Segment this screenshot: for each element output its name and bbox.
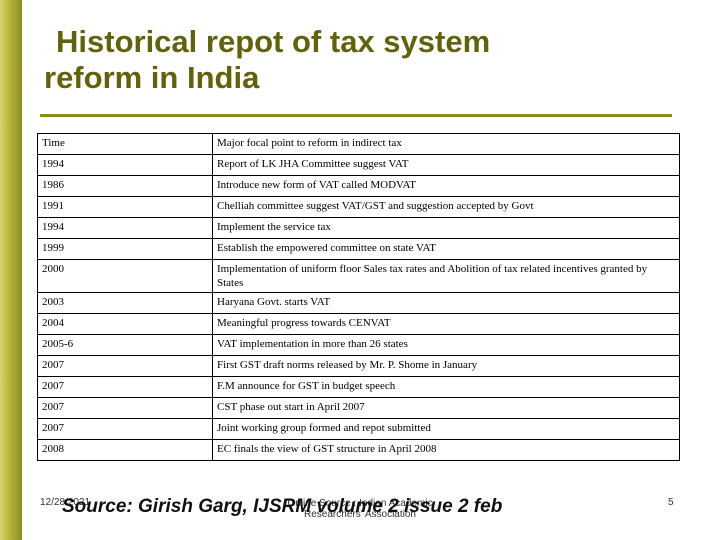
source: Source: Girish Garg, IJSRM volume 2 issu… [62,496,503,517]
title-rule [40,114,672,117]
table-row: 2005-6 VAT implementation in more than 26… [37,334,680,356]
event-cell: Haryana Govt. starts VAT [212,292,680,314]
year-cell: 2007 [37,418,213,440]
online-source-line: Online Source : Indian Academic [287,498,433,509]
table-row: 1999 Establish the empowered committee on… [37,238,680,260]
year-cell: 1991 [37,196,213,218]
online-source-line: Researchers' Association [304,509,416,520]
event-cell: F.M announce for GST in budget speech [212,376,680,398]
year-cell: 1994 [37,217,213,239]
event-cell: Establish the empowered committee on sta… [212,238,680,260]
table-row: 1991 Chelliah committee suggest VAT/GST a… [37,196,680,218]
event-cell: Implement the service tax [212,217,680,239]
title: Historical repot of tax system reform in… [44,24,490,96]
year-cell: 1986 [37,175,213,197]
page-number: 5 [668,497,674,508]
year-cell: 1999 [37,238,213,260]
table-row: 2007 F.M announce for GST in budget speec… [37,376,680,398]
year-cell: 2005-6 [37,334,213,356]
year-cell: 2008 [37,439,213,461]
year-cell: 2000 [37,259,213,293]
date: 12/28/2021 [40,497,91,508]
table-row: 2004 Meaningful progress towards CENVAT [37,313,680,335]
table-row: 2007 First GST draft norms released by Mr… [37,355,680,377]
title-line: Historical repot of tax system [56,24,491,59]
event-cell: Chelliah committee suggest VAT/GST and s… [212,196,680,218]
year-cell: 2007 [37,355,213,377]
online-source: Online Source : Indian Academic Research… [260,498,460,520]
year-cell: 2004 [37,313,213,335]
table-row: 1994 Implement the service tax [37,217,680,239]
table-row: 2003 Haryana Govt. starts VAT [37,292,680,314]
year-cell: 1994 [37,154,213,176]
year-cell: 2007 [37,397,213,419]
event-cell: Joint working group formed and repot sub… [212,418,680,440]
table-body: Time Major focal point to reform in indir… [37,133,680,461]
event-cell: Introduce new form of VAT called MODVAT [212,175,680,197]
event-cell: CST phase out start in April 2007 [212,397,680,419]
table-header-row: Time Major focal point to reform in indir… [37,133,680,155]
reform-table: Time Major focal point to reform in indir… [37,133,680,461]
event-cell: Meaningful progress towards CENVAT [212,313,680,335]
table-row: 2000 Implementation of uniform floor Sale… [37,259,680,293]
event-cell: First GST draft norms released by Mr. P.… [212,355,680,377]
event-cell: Implementation of uniform floor Sales ta… [212,259,680,293]
event-cell: EC finals the view of GST structure in A… [212,439,680,461]
year-cell: 2003 [37,292,213,314]
title-line: reform in India [44,60,260,95]
side-bar [0,0,22,540]
header-cell: Major focal point to reform in indirect … [212,133,680,155]
header-cell: Time [37,133,213,155]
event-cell: VAT implementation in more than 26 state… [212,334,680,356]
table-row: 1994 Report of LK JHA Committee suggest V… [37,154,680,176]
event-cell: Report of LK JHA Committee suggest VAT [212,154,680,176]
year-cell: 2007 [37,376,213,398]
table-row: 2007 Joint working group formed and repot… [37,418,680,440]
table-row: 2007 CST phase out start in April 2007 [37,397,680,419]
table-row: 1986 Introduce new form of VAT called MOD… [37,175,680,197]
table-row: 2008 EC finals the view of GST structure … [37,439,680,461]
